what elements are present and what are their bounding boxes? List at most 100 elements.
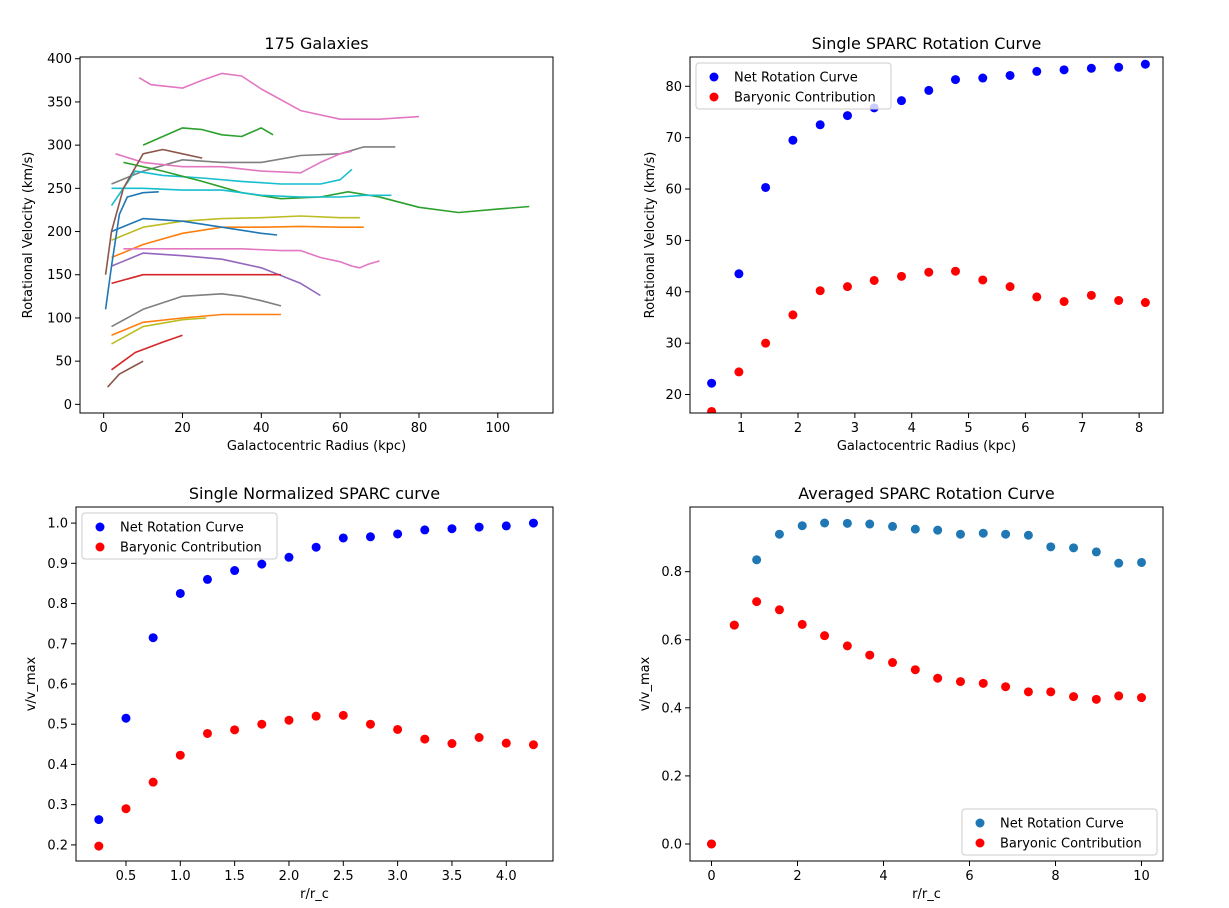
data-point-net [978,73,988,83]
legend-marker [709,72,719,82]
data-point-baryonic [752,597,762,607]
legend-label: Baryonic Contribution [734,91,876,106]
y-tick-label: 70 [665,131,682,146]
y-tick-label: 20 [665,388,682,403]
data-point-net [1114,558,1124,568]
data-point-baryonic [978,275,988,285]
y-tick-label: 0.6 [47,678,68,693]
x-tick-label: 2.5 [333,869,354,884]
data-point-baryonic [734,367,744,377]
data-point-baryonic [1091,694,1101,704]
series-line-green-1 [142,127,274,146]
data-point-net [1032,66,1042,76]
legend-marker [95,542,105,552]
data-point-baryonic [869,275,879,285]
legend-frame [695,62,892,110]
data-point-baryonic [121,804,131,814]
data-point-baryonic [842,641,852,651]
x-tick-label: 40 [253,421,270,436]
x-axis-label: r/r_c [300,887,329,902]
series-line-blue-2 [104,191,159,310]
series-line-olive-1 [111,215,360,241]
series-line-olive-2 [111,317,207,345]
data-point-net [1140,59,1150,69]
y-tick-label: 60 [665,183,682,198]
data-point-net [420,525,430,535]
x-tick-label: 2 [793,869,801,884]
data-point-baryonic [447,739,457,749]
data-point-net [842,111,852,121]
data-point-baryonic [1046,687,1056,697]
x-tick-label: 4 [879,869,887,884]
chart-1: 175 Galaxies 0 20 40 60 80 100 0 50 100 150 200 250 3… [21,34,554,454]
data-point-baryonic [729,620,739,630]
x-tick-label: 3 [851,421,859,436]
x-axis-label: r/r_c [912,887,941,902]
data-point-net [121,713,131,723]
data-point-baryonic [94,841,104,851]
chart-title: 175 Galaxies [264,34,368,53]
series-line-orange-1 [111,225,364,259]
data-point-net [501,521,511,531]
chart-title: Single SPARC Rotation Curve [812,34,1042,53]
x-tick-label: 1 [737,421,745,436]
data-point-net [1069,543,1079,553]
x-tick-label: 6 [1021,421,1029,436]
series-line-brown-2 [104,148,203,275]
data-point-net [1059,65,1069,75]
series-line-orange-2 [111,313,281,336]
y-tick-label: 0.6 [661,633,682,648]
y-tick-label: 0.2 [47,838,68,853]
data-point-net [311,542,321,552]
series-line-purple-1 [111,252,321,297]
legend: Net Rotation Curve Baryonic Contribution [695,62,892,110]
data-point-baryonic [933,673,943,683]
y-tick-label: 50 [55,355,72,370]
series-line-red-2 [111,334,183,371]
legend-marker [95,522,105,532]
plot-frame [689,56,1164,414]
series-line-pink-2 [115,150,353,174]
series-line-blue-1 [111,217,278,236]
data-point-net [202,574,212,584]
y-tick-label: 0.3 [47,798,68,813]
legend-label: Baryonic Contribution [1000,837,1142,852]
series-line-red-1 [111,273,281,285]
data-point-baryonic [311,711,321,721]
x-tick-label: 20 [174,421,191,436]
y-tick-label: 50 [665,234,682,249]
y-axis-label: Rotational Velocity (km/s) [21,152,36,319]
data-point-net [924,85,934,95]
data-point-net [910,524,920,534]
legend-marker [975,838,985,848]
y-tick-label: 300 [47,139,72,154]
data-point-baryonic [815,286,825,296]
y-tick-label: 0.9 [47,557,68,572]
legend-marker [709,92,719,102]
x-tick-label: 3.0 [387,869,408,884]
data-point-net [365,532,375,542]
plot-frame [689,506,1164,862]
x-tick-label: 0.5 [116,869,137,884]
data-point-baryonic [955,677,965,687]
data-point-net [1086,63,1096,73]
y-tick-label: 100 [47,311,72,326]
data-point-net [1001,529,1011,539]
data-point-baryonic [257,719,267,729]
data-point-net [1137,557,1146,567]
chart-title: Averaged SPARC Rotation Curve [798,484,1054,503]
series-line-cyan-2 [111,187,392,198]
data-point-net [393,529,403,539]
data-point-net [774,529,784,539]
y-tick-label: 250 [47,182,72,197]
x-tick-label: 3.5 [442,869,463,884]
x-axis-label: Galactocentric Radius (kpc) [227,439,406,454]
data-point-baryonic [842,282,852,292]
x-tick-label: 10 [1133,869,1150,884]
plot-frame [79,56,554,414]
x-tick-label: 5 [964,421,972,436]
y-tick-label: 0 [64,398,72,413]
y-tick-label: 80 [665,80,682,95]
data-point-baryonic [1059,297,1069,307]
